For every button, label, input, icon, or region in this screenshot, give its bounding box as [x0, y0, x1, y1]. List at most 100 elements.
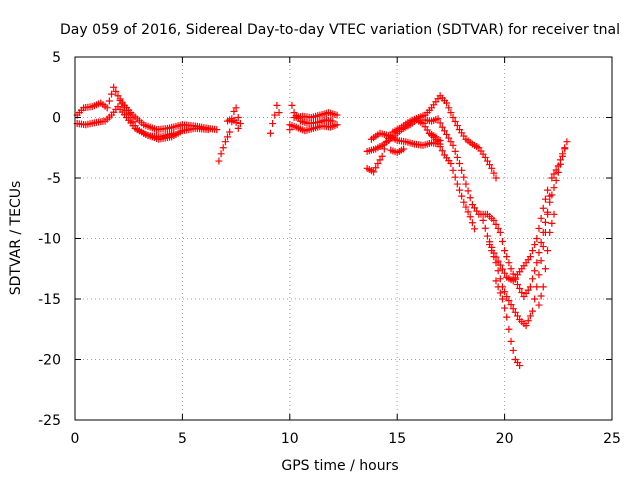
data-point	[511, 308, 519, 316]
data-point	[453, 153, 461, 161]
data-point	[232, 104, 240, 112]
data-point	[548, 174, 556, 182]
x-axis-label: GPS time / hours	[281, 458, 398, 474]
data-point	[434, 138, 442, 146]
data-point	[509, 305, 517, 313]
data-point	[529, 307, 537, 315]
data-point	[533, 235, 541, 242]
data-point	[529, 247, 537, 255]
data-point	[535, 271, 543, 279]
data-point	[548, 219, 556, 227]
data-point	[526, 312, 534, 320]
data-point	[488, 243, 496, 251]
data-point	[372, 164, 380, 172]
data-point	[131, 122, 139, 130]
data-point	[509, 346, 517, 354]
data-point	[462, 180, 470, 188]
data-point	[232, 118, 240, 126]
data-point	[531, 267, 539, 275]
x-tick-label: 0	[71, 431, 80, 447]
data-point	[451, 118, 459, 126]
data-point	[455, 186, 463, 194]
data-point	[505, 325, 513, 333]
data-point	[483, 157, 491, 165]
data-point	[443, 130, 451, 138]
data-point	[449, 114, 457, 121]
data-point	[443, 99, 451, 107]
gridlines	[75, 57, 612, 420]
data-point	[458, 166, 466, 174]
data-point	[505, 259, 513, 267]
data-point	[563, 138, 571, 146]
data-point	[462, 203, 470, 211]
data-point	[451, 147, 459, 155]
data-point	[513, 312, 521, 320]
data-point	[503, 293, 511, 301]
data-point	[539, 204, 547, 212]
data-point	[544, 247, 552, 255]
data-point	[445, 134, 453, 142]
data-point	[544, 186, 552, 194]
data-point	[213, 126, 221, 134]
data-point	[447, 159, 455, 167]
data-point	[447, 109, 455, 117]
data-point	[552, 166, 560, 174]
data-point	[269, 120, 277, 128]
data-point	[509, 270, 517, 278]
data-point	[288, 101, 296, 109]
y-tick-label: -5	[47, 171, 61, 187]
data-point	[501, 304, 509, 312]
data-track	[224, 115, 242, 132]
data-point	[451, 173, 459, 181]
data-point	[273, 101, 281, 109]
axis-ticks: 0 5 10 15 20 25 -25 -20 -15 -10 -5 0 5	[38, 50, 621, 447]
data-point	[539, 283, 547, 291]
data-point	[376, 156, 384, 164]
x-tick-label: 20	[496, 431, 514, 447]
data-point	[226, 128, 234, 136]
data-point	[488, 164, 496, 172]
data-point	[494, 224, 502, 232]
data-point	[518, 289, 526, 297]
data-point	[466, 213, 474, 221]
data-point	[492, 220, 500, 228]
data-track	[421, 115, 571, 301]
data-point	[559, 150, 567, 158]
data-point	[507, 337, 515, 345]
data-point	[460, 173, 468, 181]
data-point	[550, 210, 558, 218]
data-point	[234, 114, 242, 121]
data-point	[537, 239, 545, 247]
data-point	[537, 214, 545, 222]
data-point	[533, 259, 541, 267]
data-point	[436, 143, 444, 151]
data-point	[434, 115, 442, 123]
data-point	[507, 301, 515, 309]
data-point	[230, 107, 238, 115]
data-point	[526, 253, 534, 261]
y-tick-label: 5	[52, 50, 61, 66]
data-point	[460, 198, 468, 206]
data-point	[333, 121, 341, 129]
data-point	[550, 184, 558, 192]
data-point	[498, 295, 506, 303]
data-point	[481, 224, 489, 232]
data-point	[496, 289, 504, 297]
data-point	[535, 301, 543, 309]
data-point	[494, 257, 502, 265]
data-point	[438, 147, 446, 155]
data-point	[531, 241, 539, 249]
data-point	[535, 249, 543, 257]
data-point	[445, 104, 453, 112]
data-point	[533, 283, 541, 291]
data-point	[498, 283, 506, 291]
data-track	[116, 97, 178, 141]
data-point	[546, 198, 554, 206]
data-point	[496, 228, 504, 236]
data-point	[544, 210, 552, 218]
data-track	[286, 101, 337, 134]
data-point	[513, 280, 521, 288]
data-point	[492, 174, 500, 182]
data-point	[490, 169, 498, 177]
x-tick-label: 5	[178, 431, 187, 447]
